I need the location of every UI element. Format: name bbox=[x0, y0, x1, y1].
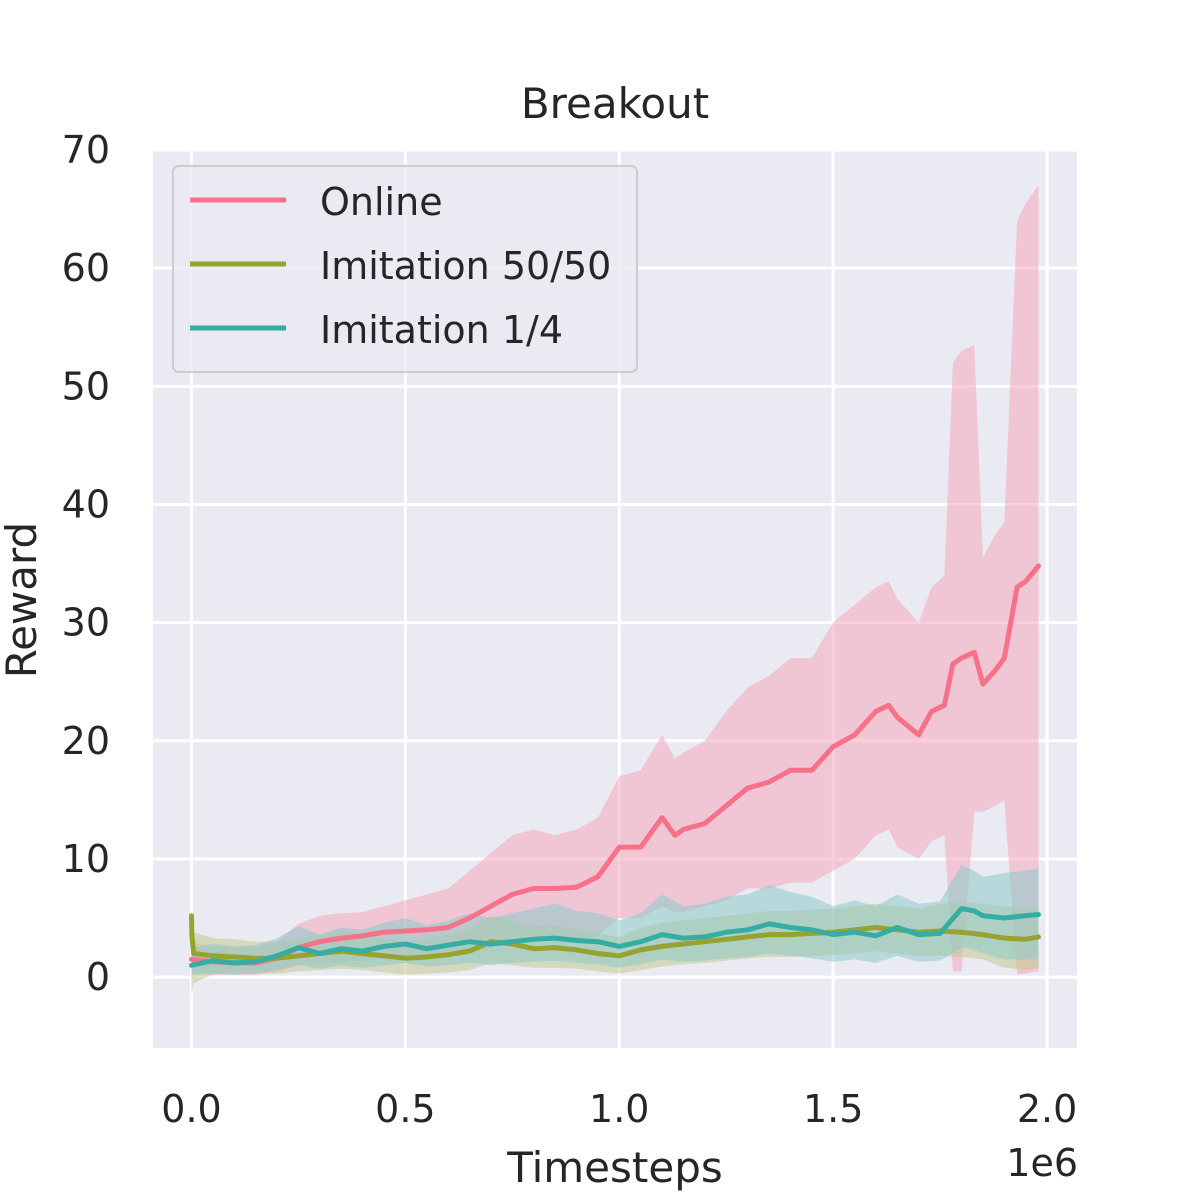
x-tick-labels: 0.0 0.5 1.0 1.5 2.0 bbox=[161, 1087, 1077, 1131]
x-tick-label: 1.0 bbox=[589, 1087, 649, 1131]
x-tick-label: 2.0 bbox=[1017, 1087, 1077, 1131]
y-axis-label: Reward bbox=[0, 522, 46, 678]
series-line-online bbox=[189, 563, 1041, 966]
y-tick-label: 10 bbox=[62, 837, 110, 881]
y-tick-label: 30 bbox=[62, 601, 110, 645]
y-tick-label: 20 bbox=[62, 719, 110, 763]
x-offset-label: 1e6 bbox=[1006, 1141, 1078, 1185]
x-tick-label: 1.5 bbox=[803, 1087, 863, 1131]
legend-label-imitation-1-4: Imitation 1/4 bbox=[320, 308, 563, 352]
legend-label-imitation-50-50: Imitation 50/50 bbox=[320, 244, 611, 288]
x-axis-label: Timesteps bbox=[506, 1143, 723, 1192]
band-imitation-1-4 bbox=[191, 864, 1039, 975]
y-tick-label: 0 bbox=[86, 955, 110, 999]
y-tick-label: 40 bbox=[62, 482, 110, 526]
band-online bbox=[191, 185, 1039, 975]
legend: Online Imitation 50/50 Imitation 1/4 bbox=[172, 165, 638, 373]
series-lines bbox=[189, 563, 1041, 968]
legend-box bbox=[172, 165, 638, 373]
y-tick-label: 50 bbox=[62, 364, 110, 408]
x-tick-label: 0.5 bbox=[375, 1087, 435, 1131]
confidence-bands bbox=[191, 185, 1039, 1001]
y-tick-label: 70 bbox=[62, 128, 110, 172]
legend-label-online: Online bbox=[320, 180, 443, 224]
chart-title: Breakout bbox=[521, 79, 709, 128]
x-tick-label: 0.0 bbox=[161, 1087, 221, 1131]
y-tick-labels: 0 10 20 30 40 50 60 70 bbox=[62, 128, 110, 999]
series-line-imitation-1-4 bbox=[189, 906, 1041, 968]
y-tick-label: 60 bbox=[62, 246, 110, 290]
